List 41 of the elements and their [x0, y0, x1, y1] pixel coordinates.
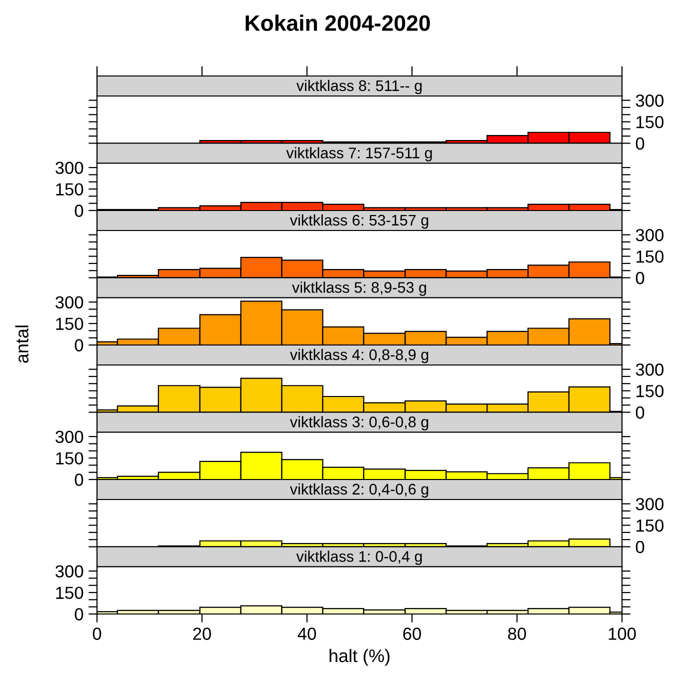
y-tick-label: 0: [636, 272, 644, 284]
y-tick-label: 150: [636, 116, 664, 128]
y-tick-label: 0: [636, 540, 644, 554]
y-tick-label: 0: [636, 406, 644, 419]
x-tick-label: 20: [193, 628, 211, 640]
chart-title: viktklass 8: 511-- g: [296, 80, 422, 94]
y-tick-label: 300: [636, 228, 664, 242]
y-tick-label: 300: [56, 565, 84, 578]
y-tick-label: 300: [56, 296, 84, 309]
chart-title: viktklass 1: 0-0,4 g: [296, 550, 422, 565]
y-tick-label: 300: [636, 94, 664, 107]
y-tick-label: 0: [74, 474, 84, 486]
chart-title: viktklass 6: 53-157 g: [290, 214, 428, 229]
x-axis-title: halt (%): [330, 648, 390, 666]
y-tick-label: 300: [56, 162, 84, 174]
x-tick-label: 100: [608, 628, 636, 640]
x-tick-label: 60: [403, 628, 421, 640]
y-tick-label: 0: [636, 137, 644, 150]
y-tick-label: 150: [636, 250, 664, 263]
y-tick-label: 300: [636, 498, 664, 510]
x-tick-label: 40: [298, 628, 316, 640]
chart-title: viktklass 3: 0,6-0,8 g: [290, 416, 428, 430]
y-axis-title: antal: [15, 326, 28, 363]
chart-title: viktklass 4: 0,8-8,9 g: [290, 348, 428, 364]
y-tick-label: 150: [56, 452, 84, 464]
x-tick-label: 0: [92, 628, 102, 640]
y-tick-label: 150: [636, 384, 664, 398]
y-tick-label: 0: [74, 339, 84, 352]
y-tick-label: 0: [74, 608, 84, 620]
chart-title: viktklass 7: 157-511 g: [286, 147, 432, 162]
x-tick-label: 80: [508, 628, 526, 640]
chart-title: viktklass 5: 8,9-53 g: [292, 282, 426, 296]
text: Kokain 2004-2020: [246, 14, 430, 31]
y-tick-label: 150: [56, 586, 84, 599]
y-tick-label: 300: [56, 430, 84, 444]
chart-title: viktklass 2: 0,4-0,6 g: [290, 483, 428, 498]
y-tick-label: 300: [636, 363, 664, 376]
y-tick-label: 0: [74, 204, 84, 217]
y-tick-label: 150: [56, 318, 84, 330]
y-tick-label: 150: [636, 519, 664, 532]
y-tick-label: 150: [56, 183, 84, 196]
